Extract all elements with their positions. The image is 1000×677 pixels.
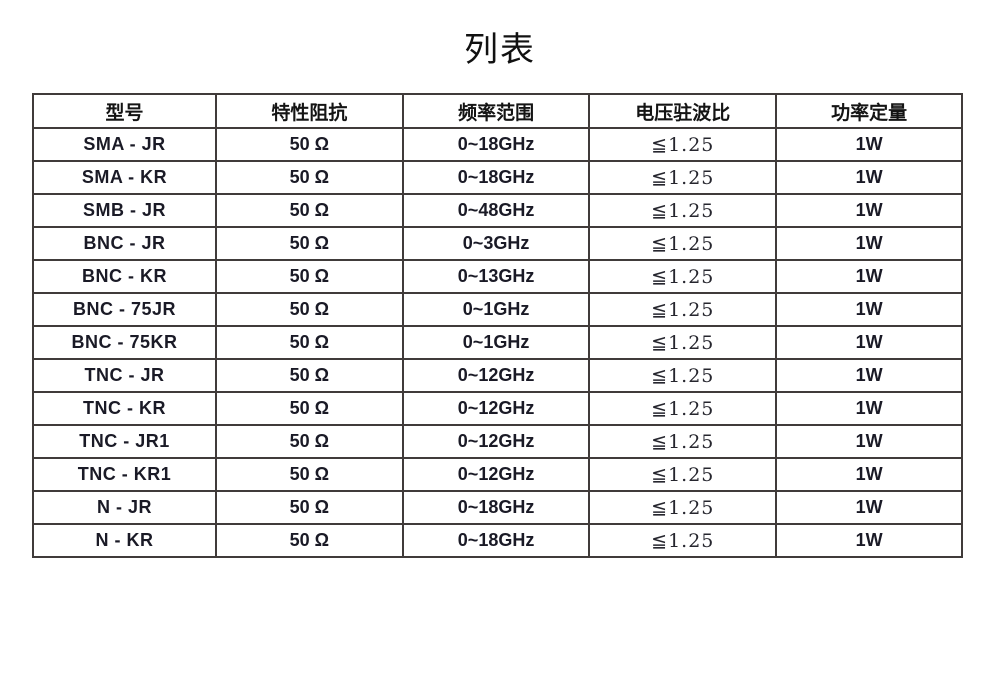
cell-model: TNC - JR1 bbox=[32, 424, 217, 459]
cell-frequency: 0~18GHz bbox=[401, 127, 591, 162]
table-header-row: 型号 特性阻抗 频率范围 电压驻波比 功率定量 bbox=[32, 93, 963, 129]
cell-impedance: 50 Ω bbox=[215, 457, 404, 492]
table-row: BNC - KR 50 Ω 0~13GHz ≦1.25 1W bbox=[32, 259, 963, 294]
table-row: BNC - JR 50 Ω 0~3GHz ≦1.25 1W bbox=[32, 226, 963, 261]
cell-model: TNC - KR bbox=[32, 391, 217, 426]
cell-impedance: 50 Ω bbox=[215, 490, 404, 525]
cell-vswr: ≦1.25 bbox=[588, 523, 778, 558]
cell-vswr: ≦1.25 bbox=[588, 160, 778, 195]
table-row: BNC - 75JR 50 Ω 0~1GHz ≦1.25 1W bbox=[32, 292, 963, 327]
cell-impedance: 50 Ω bbox=[215, 193, 404, 228]
page-title: 列表 bbox=[464, 31, 536, 69]
cell-vswr: ≦1.25 bbox=[588, 358, 778, 393]
cell-frequency: 0~13GHz bbox=[401, 259, 591, 294]
cell-model: SMB - JR bbox=[32, 193, 217, 228]
cell-vswr: ≦1.25 bbox=[588, 193, 778, 228]
cell-power: 1W bbox=[775, 226, 963, 261]
cell-power: 1W bbox=[775, 358, 963, 393]
table-row: SMA - JR 50 Ω 0~18GHz ≦1.25 1W bbox=[32, 127, 963, 162]
cell-impedance: 50 Ω bbox=[215, 259, 404, 294]
table-row: TNC - KR1 50 Ω 0~12GHz ≦1.25 1W bbox=[32, 457, 963, 492]
cell-frequency: 0~12GHz bbox=[401, 391, 591, 426]
cell-frequency: 0~1GHz bbox=[401, 325, 591, 360]
table-row: BNC - 75KR 50 Ω 0~1GHz ≦1.25 1W bbox=[32, 325, 963, 360]
table-row: N - JR 50 Ω 0~18GHz ≦1.25 1W bbox=[32, 490, 963, 525]
cell-frequency: 0~3GHz bbox=[401, 226, 591, 261]
table-row: TNC - JR1 50 Ω 0~12GHz ≦1.25 1W bbox=[32, 424, 963, 459]
column-header-impedance: 特性阻抗 bbox=[215, 93, 404, 129]
cell-vswr: ≦1.25 bbox=[588, 490, 778, 525]
cell-power: 1W bbox=[775, 490, 963, 525]
cell-impedance: 50 Ω bbox=[215, 424, 404, 459]
cell-impedance: 50 Ω bbox=[215, 226, 404, 261]
cell-impedance: 50 Ω bbox=[215, 358, 404, 393]
cell-model: SMA - KR bbox=[32, 160, 217, 195]
table-row: SMA - KR 50 Ω 0~18GHz ≦1.25 1W bbox=[32, 160, 963, 195]
cell-power: 1W bbox=[775, 424, 963, 459]
cell-frequency: 0~12GHz bbox=[401, 457, 591, 492]
cell-vswr: ≦1.25 bbox=[588, 292, 778, 327]
cell-model: BNC - 75KR bbox=[32, 325, 217, 360]
cell-power: 1W bbox=[775, 193, 963, 228]
cell-power: 1W bbox=[775, 160, 963, 195]
table-row: N - KR 50 Ω 0~18GHz ≦1.25 1W bbox=[32, 523, 963, 558]
cell-frequency: 0~12GHz bbox=[401, 424, 591, 459]
cell-frequency: 0~18GHz bbox=[401, 160, 591, 195]
table-row: TNC - JR 50 Ω 0~12GHz ≦1.25 1W bbox=[32, 358, 963, 393]
cell-power: 1W bbox=[775, 292, 963, 327]
cell-impedance: 50 Ω bbox=[215, 127, 404, 162]
table-row: TNC - KR 50 Ω 0~12GHz ≦1.25 1W bbox=[32, 391, 963, 426]
cell-vswr: ≦1.25 bbox=[588, 391, 778, 426]
cell-power: 1W bbox=[775, 325, 963, 360]
table-body: SMA - JR 50 Ω 0~18GHz ≦1.25 1W SMA - KR 50 Ω 0~… bbox=[32, 127, 963, 558]
cell-vswr: ≦1.25 bbox=[588, 226, 778, 261]
cell-power: 1W bbox=[775, 259, 963, 294]
cell-power: 1W bbox=[775, 391, 963, 426]
cell-frequency: 0~18GHz bbox=[401, 523, 591, 558]
cell-model: N - JR bbox=[32, 490, 217, 525]
column-header-model: 型号 bbox=[32, 93, 217, 129]
column-header-power: 功率定量 bbox=[775, 93, 963, 129]
cell-impedance: 50 Ω bbox=[215, 292, 404, 327]
cell-power: 1W bbox=[775, 457, 963, 492]
cell-model: BNC - KR bbox=[32, 259, 217, 294]
cell-model: BNC - 75JR bbox=[32, 292, 217, 327]
cell-model: N - KR bbox=[32, 523, 217, 558]
cell-model: TNC - KR1 bbox=[32, 457, 217, 492]
cell-vswr: ≦1.25 bbox=[588, 259, 778, 294]
cell-power: 1W bbox=[775, 127, 963, 162]
cell-model: BNC - JR bbox=[32, 226, 217, 261]
column-header-frequency: 频率范围 bbox=[401, 93, 591, 129]
table-row: SMB - JR 50 Ω 0~48GHz ≦1.25 1W bbox=[32, 193, 963, 228]
cell-frequency: 0~1GHz bbox=[401, 292, 591, 327]
cell-impedance: 50 Ω bbox=[215, 391, 404, 426]
cell-vswr: ≦1.25 bbox=[588, 457, 778, 492]
cell-frequency: 0~48GHz bbox=[401, 193, 591, 228]
cell-impedance: 50 Ω bbox=[215, 325, 404, 360]
column-header-vswr: 电压驻波比 bbox=[588, 93, 778, 129]
cell-impedance: 50 Ω bbox=[215, 160, 404, 195]
cell-model: TNC - JR bbox=[32, 358, 217, 393]
cell-vswr: ≦1.25 bbox=[588, 424, 778, 459]
cell-vswr: ≦1.25 bbox=[588, 127, 778, 162]
cell-frequency: 0~18GHz bbox=[401, 490, 591, 525]
cell-model: SMA - JR bbox=[32, 127, 217, 162]
cell-frequency: 0~12GHz bbox=[401, 358, 591, 393]
cell-vswr: ≦1.25 bbox=[588, 325, 778, 360]
spec-table: 型号 特性阻抗 频率范围 电压驻波比 功率定量 SMA - JR 50 Ω 0~18… bbox=[32, 93, 963, 558]
cell-impedance: 50 Ω bbox=[215, 523, 404, 558]
cell-power: 1W bbox=[775, 523, 963, 558]
